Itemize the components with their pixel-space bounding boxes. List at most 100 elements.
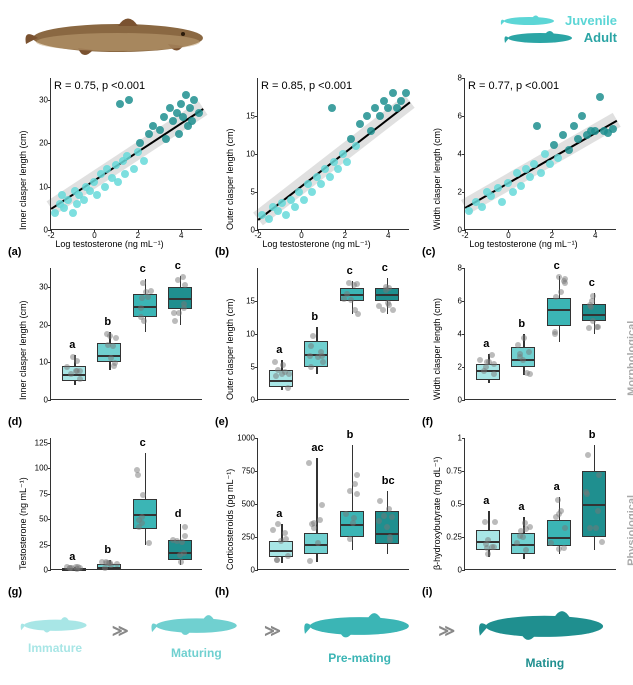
jitter-point	[178, 559, 184, 565]
data-point	[537, 169, 545, 177]
median-line	[375, 294, 399, 296]
jitter-point	[77, 376, 83, 382]
jitter-point	[482, 519, 488, 525]
box-panel-g: 0255075100125abcd Testosterone (ng mL⁻¹) (…	[8, 430, 211, 600]
jitter-point	[177, 552, 183, 558]
data-point	[114, 178, 122, 186]
data-point	[546, 160, 554, 168]
jitter-point	[389, 514, 395, 520]
jitter-point	[138, 314, 144, 320]
y-axis-label: Width clasper length (cm)	[432, 298, 442, 400]
jitter-point	[176, 310, 182, 316]
median-line	[547, 309, 571, 311]
scatter-panel-c: 02468-2024Width clasper length (cm)Log t…	[422, 70, 625, 260]
y-axis-label: Corticosteroids (pg mL⁻¹)	[225, 469, 236, 570]
jitter-point	[520, 357, 526, 363]
jitter-point	[74, 358, 80, 364]
adult-shark-icon	[503, 28, 578, 46]
data-point	[517, 182, 525, 190]
shark-illustration	[18, 6, 218, 64]
significance-letter: a	[554, 481, 560, 493]
jitter-point	[523, 547, 529, 553]
jitter-point	[285, 553, 291, 559]
plot-area: 02468-2024	[464, 78, 616, 230]
header: Juvenile Adult	[8, 8, 625, 70]
data-point	[478, 203, 486, 211]
scatter-panel-a: 0102030-2024Inner clasper length (cm)Log…	[8, 70, 211, 260]
side-label-morpho: Morphologicalmeasurements	[626, 318, 633, 396]
jitter-point	[553, 294, 559, 300]
significance-letter: a	[518, 501, 524, 513]
box-panel-i: 00.250.50.751aaabβ-hydroxybutyrate (mg d…	[422, 430, 625, 600]
jitter-point	[595, 508, 601, 514]
data-point	[570, 122, 578, 130]
data-point	[465, 207, 473, 215]
data-point	[64, 196, 72, 204]
figure: Juvenile Adult 0102030-2024Inner clasper…	[8, 8, 625, 656]
plot-area: 0255075100125abcd	[50, 438, 202, 570]
stage-label: Pre-mating	[328, 651, 391, 665]
jitter-point	[274, 557, 280, 563]
jitter-point	[523, 526, 529, 532]
jitter-point	[561, 545, 567, 551]
jitter-point	[307, 353, 313, 359]
panel-label: (e)	[215, 416, 228, 428]
data-point	[334, 165, 342, 173]
data-point	[533, 122, 541, 130]
jitter-point	[320, 359, 326, 365]
data-point	[343, 158, 351, 166]
plot-area: 051015abcc	[257, 268, 409, 400]
significance-letter: b	[311, 311, 318, 323]
jitter-point	[485, 551, 491, 557]
panel-label: (b)	[215, 246, 229, 258]
chevron-icon: ≫	[438, 621, 455, 641]
data-point	[504, 179, 512, 187]
jitter-point	[562, 525, 568, 531]
data-point	[363, 112, 371, 120]
data-point	[162, 135, 170, 143]
chevron-icon: ≫	[264, 621, 281, 641]
data-point	[274, 207, 282, 215]
legend-juvenile-label: Juvenile	[565, 13, 617, 28]
data-point	[317, 180, 325, 188]
x-axis-label: Log testosterone (ng mL⁻¹)	[422, 239, 625, 250]
y-axis-label: Inner clasper length (cm)	[18, 130, 28, 230]
significance-letter: a	[69, 551, 75, 563]
plot-area: 00.250.50.751aaab	[464, 438, 616, 570]
box-panel-h: 02505007501000aacbbcCorticosteroids (pg …	[215, 430, 418, 600]
data-point	[596, 93, 604, 101]
jitter-point	[384, 524, 390, 530]
median-line	[269, 380, 293, 382]
jitter-point	[526, 349, 532, 355]
significance-letter: c	[140, 263, 146, 275]
box-panel-f: 02468abccWidth clasper length (cm)(f)	[422, 260, 625, 430]
data-point	[195, 109, 203, 117]
y-axis-label: Testosterone (ng mL⁻¹)	[18, 477, 29, 570]
jitter-point	[172, 318, 178, 324]
jitter-point	[272, 359, 278, 365]
jitter-point	[270, 527, 276, 533]
significance-letter: a	[483, 495, 489, 507]
jitter-point	[285, 385, 291, 391]
jitter-point	[477, 357, 483, 363]
box-row-2: 0255075100125abcd Testosterone (ng mL⁻¹) (…	[8, 430, 625, 600]
jitter-point	[140, 280, 146, 286]
jitter-point	[350, 520, 356, 526]
significance-letter: a	[276, 344, 282, 356]
jitter-point	[181, 305, 187, 311]
legend: Juvenile Adult	[499, 12, 617, 46]
data-point	[177, 100, 185, 108]
data-point	[578, 112, 586, 120]
data-point	[140, 157, 148, 165]
jitter-point	[283, 536, 289, 542]
jitter-point	[491, 361, 497, 367]
data-point	[282, 211, 290, 219]
significance-letter: c	[347, 265, 353, 277]
significance-letter: a	[276, 508, 282, 520]
stage-label: Mating	[526, 656, 565, 670]
stage-maturing: Maturing	[148, 602, 245, 660]
jitter-point	[182, 282, 188, 288]
data-point	[80, 196, 88, 204]
panel-label: (g)	[8, 586, 22, 598]
jitter-point	[492, 519, 498, 525]
